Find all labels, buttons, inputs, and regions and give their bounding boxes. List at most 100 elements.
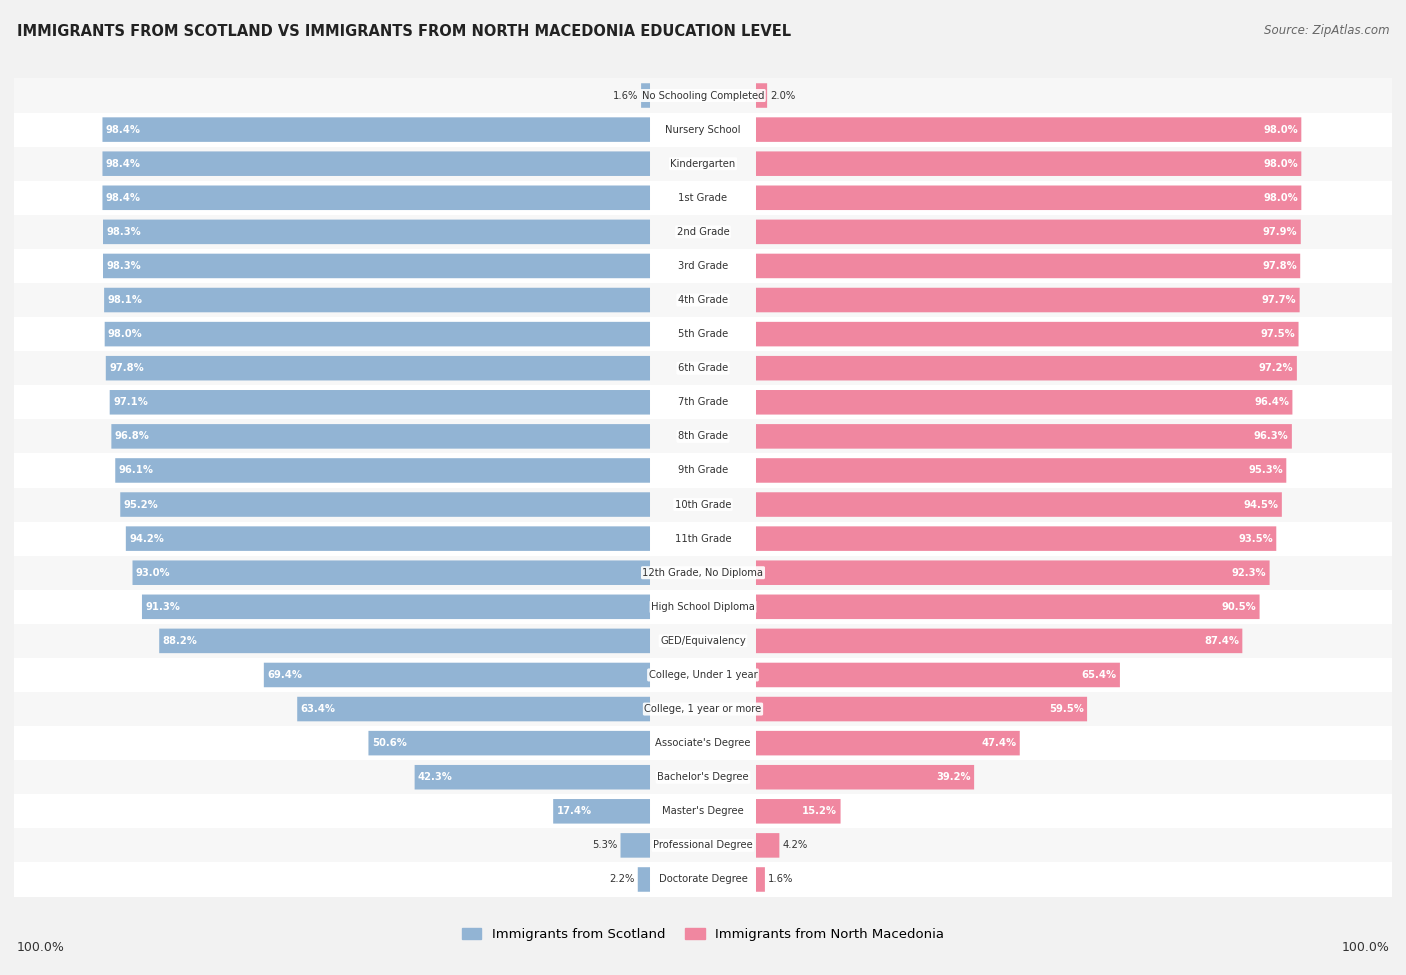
Text: 59.5%: 59.5% bbox=[1049, 704, 1084, 714]
FancyBboxPatch shape bbox=[297, 697, 650, 722]
Text: 97.5%: 97.5% bbox=[1260, 330, 1295, 339]
FancyBboxPatch shape bbox=[110, 390, 650, 414]
FancyBboxPatch shape bbox=[132, 561, 650, 585]
Text: 7th Grade: 7th Grade bbox=[678, 397, 728, 408]
FancyBboxPatch shape bbox=[756, 833, 779, 858]
Text: 98.1%: 98.1% bbox=[107, 295, 142, 305]
Text: 87.4%: 87.4% bbox=[1204, 636, 1239, 645]
FancyBboxPatch shape bbox=[103, 185, 650, 210]
FancyBboxPatch shape bbox=[159, 629, 650, 653]
FancyBboxPatch shape bbox=[756, 663, 1121, 687]
Text: 42.3%: 42.3% bbox=[418, 772, 453, 782]
FancyBboxPatch shape bbox=[121, 492, 650, 517]
FancyBboxPatch shape bbox=[368, 731, 650, 756]
Bar bbox=[14, 146, 1392, 180]
FancyBboxPatch shape bbox=[756, 424, 1292, 448]
Bar bbox=[14, 351, 1392, 385]
FancyBboxPatch shape bbox=[103, 254, 650, 278]
Text: 5th Grade: 5th Grade bbox=[678, 330, 728, 339]
Text: 63.4%: 63.4% bbox=[301, 704, 336, 714]
Text: 98.0%: 98.0% bbox=[1263, 159, 1298, 169]
Bar bbox=[14, 590, 1392, 624]
Text: 15.2%: 15.2% bbox=[803, 806, 837, 816]
Text: 97.7%: 97.7% bbox=[1261, 295, 1296, 305]
FancyBboxPatch shape bbox=[756, 322, 1299, 346]
Text: 98.0%: 98.0% bbox=[108, 330, 143, 339]
Text: 96.4%: 96.4% bbox=[1254, 397, 1289, 408]
Text: 93.5%: 93.5% bbox=[1239, 533, 1272, 544]
Bar bbox=[14, 249, 1392, 283]
FancyBboxPatch shape bbox=[756, 765, 974, 790]
FancyBboxPatch shape bbox=[142, 595, 650, 619]
Text: 1.6%: 1.6% bbox=[613, 91, 638, 100]
Bar bbox=[14, 726, 1392, 760]
Text: Master's Degree: Master's Degree bbox=[662, 806, 744, 816]
Bar bbox=[14, 419, 1392, 453]
Text: 94.5%: 94.5% bbox=[1243, 499, 1278, 510]
FancyBboxPatch shape bbox=[756, 867, 765, 892]
Text: 98.4%: 98.4% bbox=[105, 159, 141, 169]
Bar bbox=[14, 863, 1392, 897]
Text: 47.4%: 47.4% bbox=[981, 738, 1017, 748]
Text: 100.0%: 100.0% bbox=[1341, 941, 1389, 954]
Text: 97.9%: 97.9% bbox=[1263, 227, 1298, 237]
Text: 98.4%: 98.4% bbox=[105, 125, 141, 135]
FancyBboxPatch shape bbox=[756, 458, 1286, 483]
Text: 98.0%: 98.0% bbox=[1263, 125, 1298, 135]
Text: 3rd Grade: 3rd Grade bbox=[678, 261, 728, 271]
Bar bbox=[14, 760, 1392, 795]
FancyBboxPatch shape bbox=[620, 833, 650, 858]
FancyBboxPatch shape bbox=[103, 219, 650, 244]
Text: 90.5%: 90.5% bbox=[1222, 602, 1257, 611]
Bar bbox=[14, 283, 1392, 317]
Bar bbox=[14, 453, 1392, 488]
Text: High School Diploma: High School Diploma bbox=[651, 602, 755, 611]
FancyBboxPatch shape bbox=[638, 867, 650, 892]
Text: 4th Grade: 4th Grade bbox=[678, 295, 728, 305]
Bar bbox=[14, 180, 1392, 214]
Bar bbox=[14, 488, 1392, 522]
Text: 12th Grade, No Diploma: 12th Grade, No Diploma bbox=[643, 567, 763, 578]
Text: GED/Equivalency: GED/Equivalency bbox=[661, 636, 745, 645]
Text: 94.2%: 94.2% bbox=[129, 533, 165, 544]
Text: 96.1%: 96.1% bbox=[118, 465, 153, 476]
FancyBboxPatch shape bbox=[115, 458, 650, 483]
FancyBboxPatch shape bbox=[415, 765, 650, 790]
Text: 2.2%: 2.2% bbox=[609, 875, 634, 884]
FancyBboxPatch shape bbox=[756, 117, 1302, 142]
FancyBboxPatch shape bbox=[756, 219, 1301, 244]
FancyBboxPatch shape bbox=[104, 288, 650, 312]
FancyBboxPatch shape bbox=[103, 151, 650, 176]
Bar bbox=[14, 112, 1392, 146]
Text: College, Under 1 year: College, Under 1 year bbox=[648, 670, 758, 680]
FancyBboxPatch shape bbox=[756, 731, 1019, 756]
Text: 17.4%: 17.4% bbox=[557, 806, 592, 816]
Text: 98.4%: 98.4% bbox=[105, 193, 141, 203]
FancyBboxPatch shape bbox=[756, 151, 1302, 176]
FancyBboxPatch shape bbox=[756, 697, 1087, 722]
FancyBboxPatch shape bbox=[641, 83, 650, 108]
Bar bbox=[14, 829, 1392, 863]
Bar bbox=[14, 385, 1392, 419]
FancyBboxPatch shape bbox=[756, 492, 1282, 517]
Text: 95.3%: 95.3% bbox=[1249, 465, 1284, 476]
Text: 2.0%: 2.0% bbox=[770, 91, 796, 100]
Bar bbox=[14, 795, 1392, 829]
Text: 50.6%: 50.6% bbox=[371, 738, 406, 748]
FancyBboxPatch shape bbox=[756, 288, 1299, 312]
Text: 4.2%: 4.2% bbox=[783, 840, 808, 850]
Text: 98.3%: 98.3% bbox=[107, 227, 141, 237]
Text: 93.0%: 93.0% bbox=[136, 567, 170, 578]
Bar bbox=[14, 658, 1392, 692]
Text: 88.2%: 88.2% bbox=[163, 636, 197, 645]
FancyBboxPatch shape bbox=[756, 356, 1296, 380]
Text: Nursery School: Nursery School bbox=[665, 125, 741, 135]
Text: 5.3%: 5.3% bbox=[592, 840, 617, 850]
FancyBboxPatch shape bbox=[103, 117, 650, 142]
FancyBboxPatch shape bbox=[125, 526, 650, 551]
FancyBboxPatch shape bbox=[756, 390, 1292, 414]
Text: Professional Degree: Professional Degree bbox=[654, 840, 752, 850]
Bar bbox=[14, 692, 1392, 726]
Bar bbox=[14, 78, 1392, 112]
Legend: Immigrants from Scotland, Immigrants from North Macedonia: Immigrants from Scotland, Immigrants fro… bbox=[456, 922, 950, 947]
